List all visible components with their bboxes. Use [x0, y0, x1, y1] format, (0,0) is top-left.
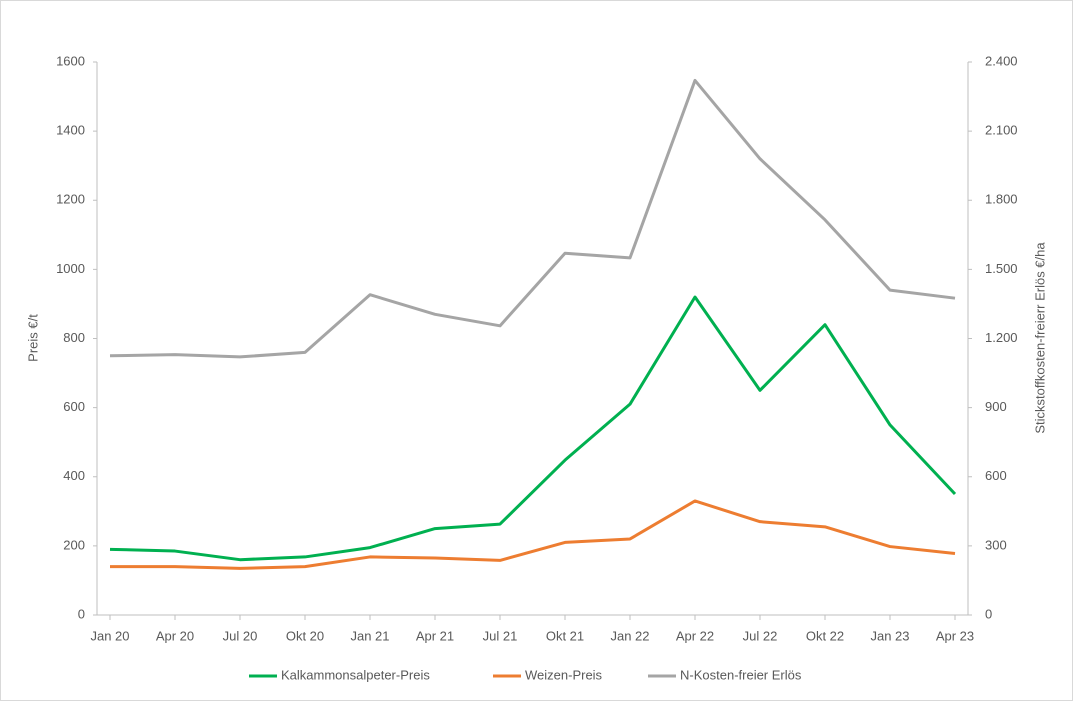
y-tick-label: 200: [63, 537, 85, 552]
x-tick-label: Apr 23: [936, 628, 974, 643]
x-tick-label: Jul 21: [483, 628, 518, 643]
x-tick-label: Okt 22: [806, 628, 844, 643]
y2-axis-title: Stickstoffkosten-freierr Erlös €/ha: [1032, 242, 1047, 434]
x-tick-label: Apr 22: [676, 628, 714, 643]
y-tick-label: 600: [63, 399, 85, 414]
legend-label: Kalkammonsalpeter-Preis: [281, 667, 430, 682]
y2-tick-label: 300: [985, 537, 1007, 552]
series-line: [110, 499, 956, 570]
x-tick-label: Jan 20: [90, 628, 129, 643]
x-tick-label: Jan 21: [350, 628, 389, 643]
y2-tick-label: 1.800: [985, 192, 1018, 207]
x-tick-label: Jul 20: [223, 628, 258, 643]
y-tick-label: 800: [63, 330, 85, 345]
x-tick-label: Okt 21: [546, 628, 584, 643]
series-line: [109, 78, 956, 359]
x-tick-label: Jan 22: [610, 628, 649, 643]
x-tick-label: Apr 20: [156, 628, 194, 643]
y-tick-label: 1200: [56, 192, 85, 207]
y2-tick-label: 600: [985, 468, 1007, 483]
y2-tick-label: 2.400: [985, 53, 1018, 68]
y2-tick-label: 0: [985, 606, 992, 621]
y-tick-label: 1000: [56, 261, 85, 276]
x-tick-label: Jul 22: [743, 628, 778, 643]
y-tick-label: 400: [63, 468, 85, 483]
x-tick-label: Apr 21: [416, 628, 454, 643]
y2-tick-label: 1.500: [985, 261, 1018, 276]
y-axis-title: Preis €/t: [25, 314, 40, 362]
y2-tick-label: 2.100: [985, 123, 1018, 138]
y-tick-label: 0: [78, 606, 85, 621]
series-line: [109, 295, 957, 562]
y-tick-label: 1400: [56, 123, 85, 138]
y-tick-label: 1600: [56, 53, 85, 68]
legend-label: Weizen-Preis: [525, 667, 603, 682]
x-tick-label: Okt 20: [286, 628, 324, 643]
legend-label: N-Kosten-freier Erlös: [680, 667, 802, 682]
x-tick-label: Jan 23: [870, 628, 909, 643]
y2-tick-label: 1.200: [985, 330, 1018, 345]
y2-tick-label: 900: [985, 399, 1007, 414]
